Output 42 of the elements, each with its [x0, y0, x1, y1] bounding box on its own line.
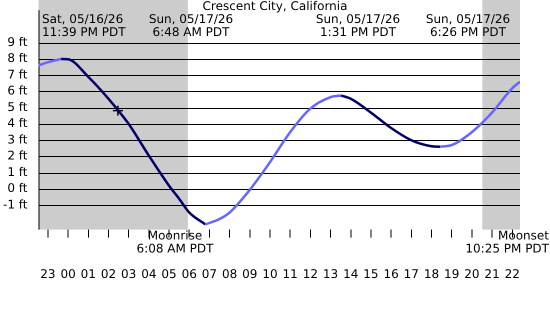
x-tick-label: 20 — [464, 266, 480, 281]
x-tick-label: 02 — [100, 266, 116, 281]
x-tick-label: 08 — [222, 266, 238, 281]
x-tick-label: 07 — [202, 266, 218, 281]
x-tick-label: 13 — [322, 266, 338, 281]
annotation: Sun, 05/17/26 6:48 AM PDT — [148, 12, 234, 40]
annotation: Sun, 05/17/26 1:31 PM PDT — [316, 12, 400, 40]
x-tick-label: 11 — [282, 266, 298, 281]
x-tick-label: 16 — [383, 266, 399, 281]
x-tick-label: 04 — [141, 266, 157, 281]
chart-title: Crescent City, California — [202, 0, 348, 14]
x-tick-label: 03 — [121, 266, 136, 281]
y-tick-label: 9 ft — [7, 34, 28, 49]
x-tick-label: 17 — [404, 266, 419, 281]
x-tick-label: 23 — [40, 266, 56, 281]
annotation: Sun, 05/17/26 6:26 PM PDT — [426, 12, 510, 40]
x-tick-label: 19 — [444, 266, 460, 281]
y-tick-label: 3 ft — [7, 132, 28, 146]
x-tick-label: 12 — [302, 266, 318, 281]
x-tick-label: 01 — [80, 266, 96, 281]
annotation: Moonrise 6:08 AM PDT — [136, 228, 214, 256]
x-tick-label: 06 — [182, 266, 197, 281]
y-tick-label: 1 ft — [7, 164, 28, 179]
y-tick-label: -1 ft — [3, 197, 28, 212]
x-tick-label: 10 — [262, 266, 278, 281]
y-tick-label: 2 ft — [7, 148, 28, 163]
x-tick-label: 14 — [343, 266, 358, 281]
y-tick-label: 6 ft — [7, 84, 28, 98]
annotation: Sat, 05/16/26 11:39 PM PDT — [42, 12, 126, 40]
x-tick-label: 15 — [363, 266, 379, 281]
x-tick-label: 05 — [161, 266, 177, 281]
y-tick-label: 8 ft — [7, 51, 28, 66]
y-tick-label: 4 ft — [7, 116, 28, 130]
x-tick-label: 09 — [242, 266, 258, 281]
x-tick-label: 22 — [504, 266, 520, 281]
x-tick-label: 18 — [424, 266, 440, 281]
x-tick-label: 21 — [484, 266, 500, 281]
y-tick-label: 7 ft — [7, 67, 28, 82]
x-tick-label: 00 — [60, 266, 76, 281]
y-tick-label: 0 ft — [7, 181, 28, 196]
annotation: Moonset 10:25 PM PDT — [465, 228, 550, 256]
y-tick-label: 5 ft — [7, 100, 28, 114]
